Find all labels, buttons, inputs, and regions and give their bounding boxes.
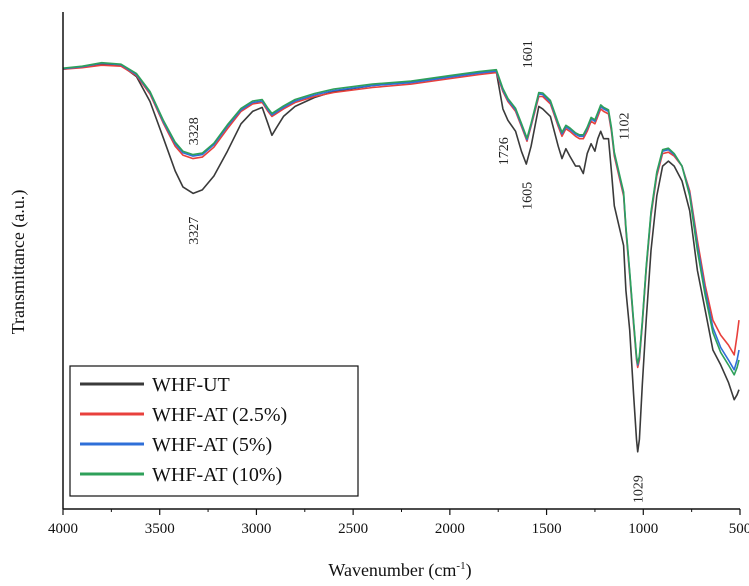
peak-label: 1726 — [497, 137, 512, 165]
x-tick-label: 500 — [729, 521, 749, 537]
plot-area — [62, 61, 740, 453]
y-axis-title: Transmittance (a.u.) — [8, 190, 29, 335]
peak-label: 3327 — [187, 217, 202, 245]
legend-label: WHF-UT — [152, 374, 230, 396]
peak-label: 1601 — [521, 40, 536, 68]
legend-label: WHF-AT (5%) — [152, 434, 272, 456]
x-axis-title-sup: -1 — [456, 560, 465, 572]
x-tick-label: 2500 — [338, 521, 368, 537]
peak-label: 3328 — [187, 117, 202, 145]
legend: WHF-UT WHF-AT (2.5%) WHF-AT (5%) WHF-AT (10… — [69, 365, 359, 497]
legend-label: WHF-AT (10%) — [152, 464, 282, 486]
x-axis-title: Wavenumber (cm-1) — [328, 560, 471, 581]
x-tick-label: 1500 — [532, 521, 562, 537]
legend-label: WHF-AT (2.5%) — [152, 404, 287, 426]
x-tick-label: 3500 — [145, 521, 175, 537]
peak-label: 1029 — [632, 475, 647, 503]
x-tick-label: 4000 — [48, 521, 78, 537]
series-line-0 — [62, 63, 740, 453]
series-line-3 — [62, 61, 740, 376]
peak-annotations: 3328 3327 1726 1601 1605 1102 1029 — [187, 40, 647, 503]
x-tick-label: 1000 — [628, 521, 658, 537]
x-tick-label: 3000 — [241, 521, 271, 537]
x-tick-label: 2000 — [435, 521, 465, 537]
peak-label: 1102 — [618, 113, 633, 140]
peak-label: 1605 — [520, 182, 535, 210]
axes: 4000 3500 3000 2500 2000 1500 1000 500 — [48, 12, 749, 537]
x-axis-title-tail: ) — [466, 560, 472, 581]
x-axis-title-main: Wavenumber (cm — [328, 560, 456, 581]
series-line-1 — [62, 64, 740, 369]
series-line-2 — [62, 62, 740, 371]
